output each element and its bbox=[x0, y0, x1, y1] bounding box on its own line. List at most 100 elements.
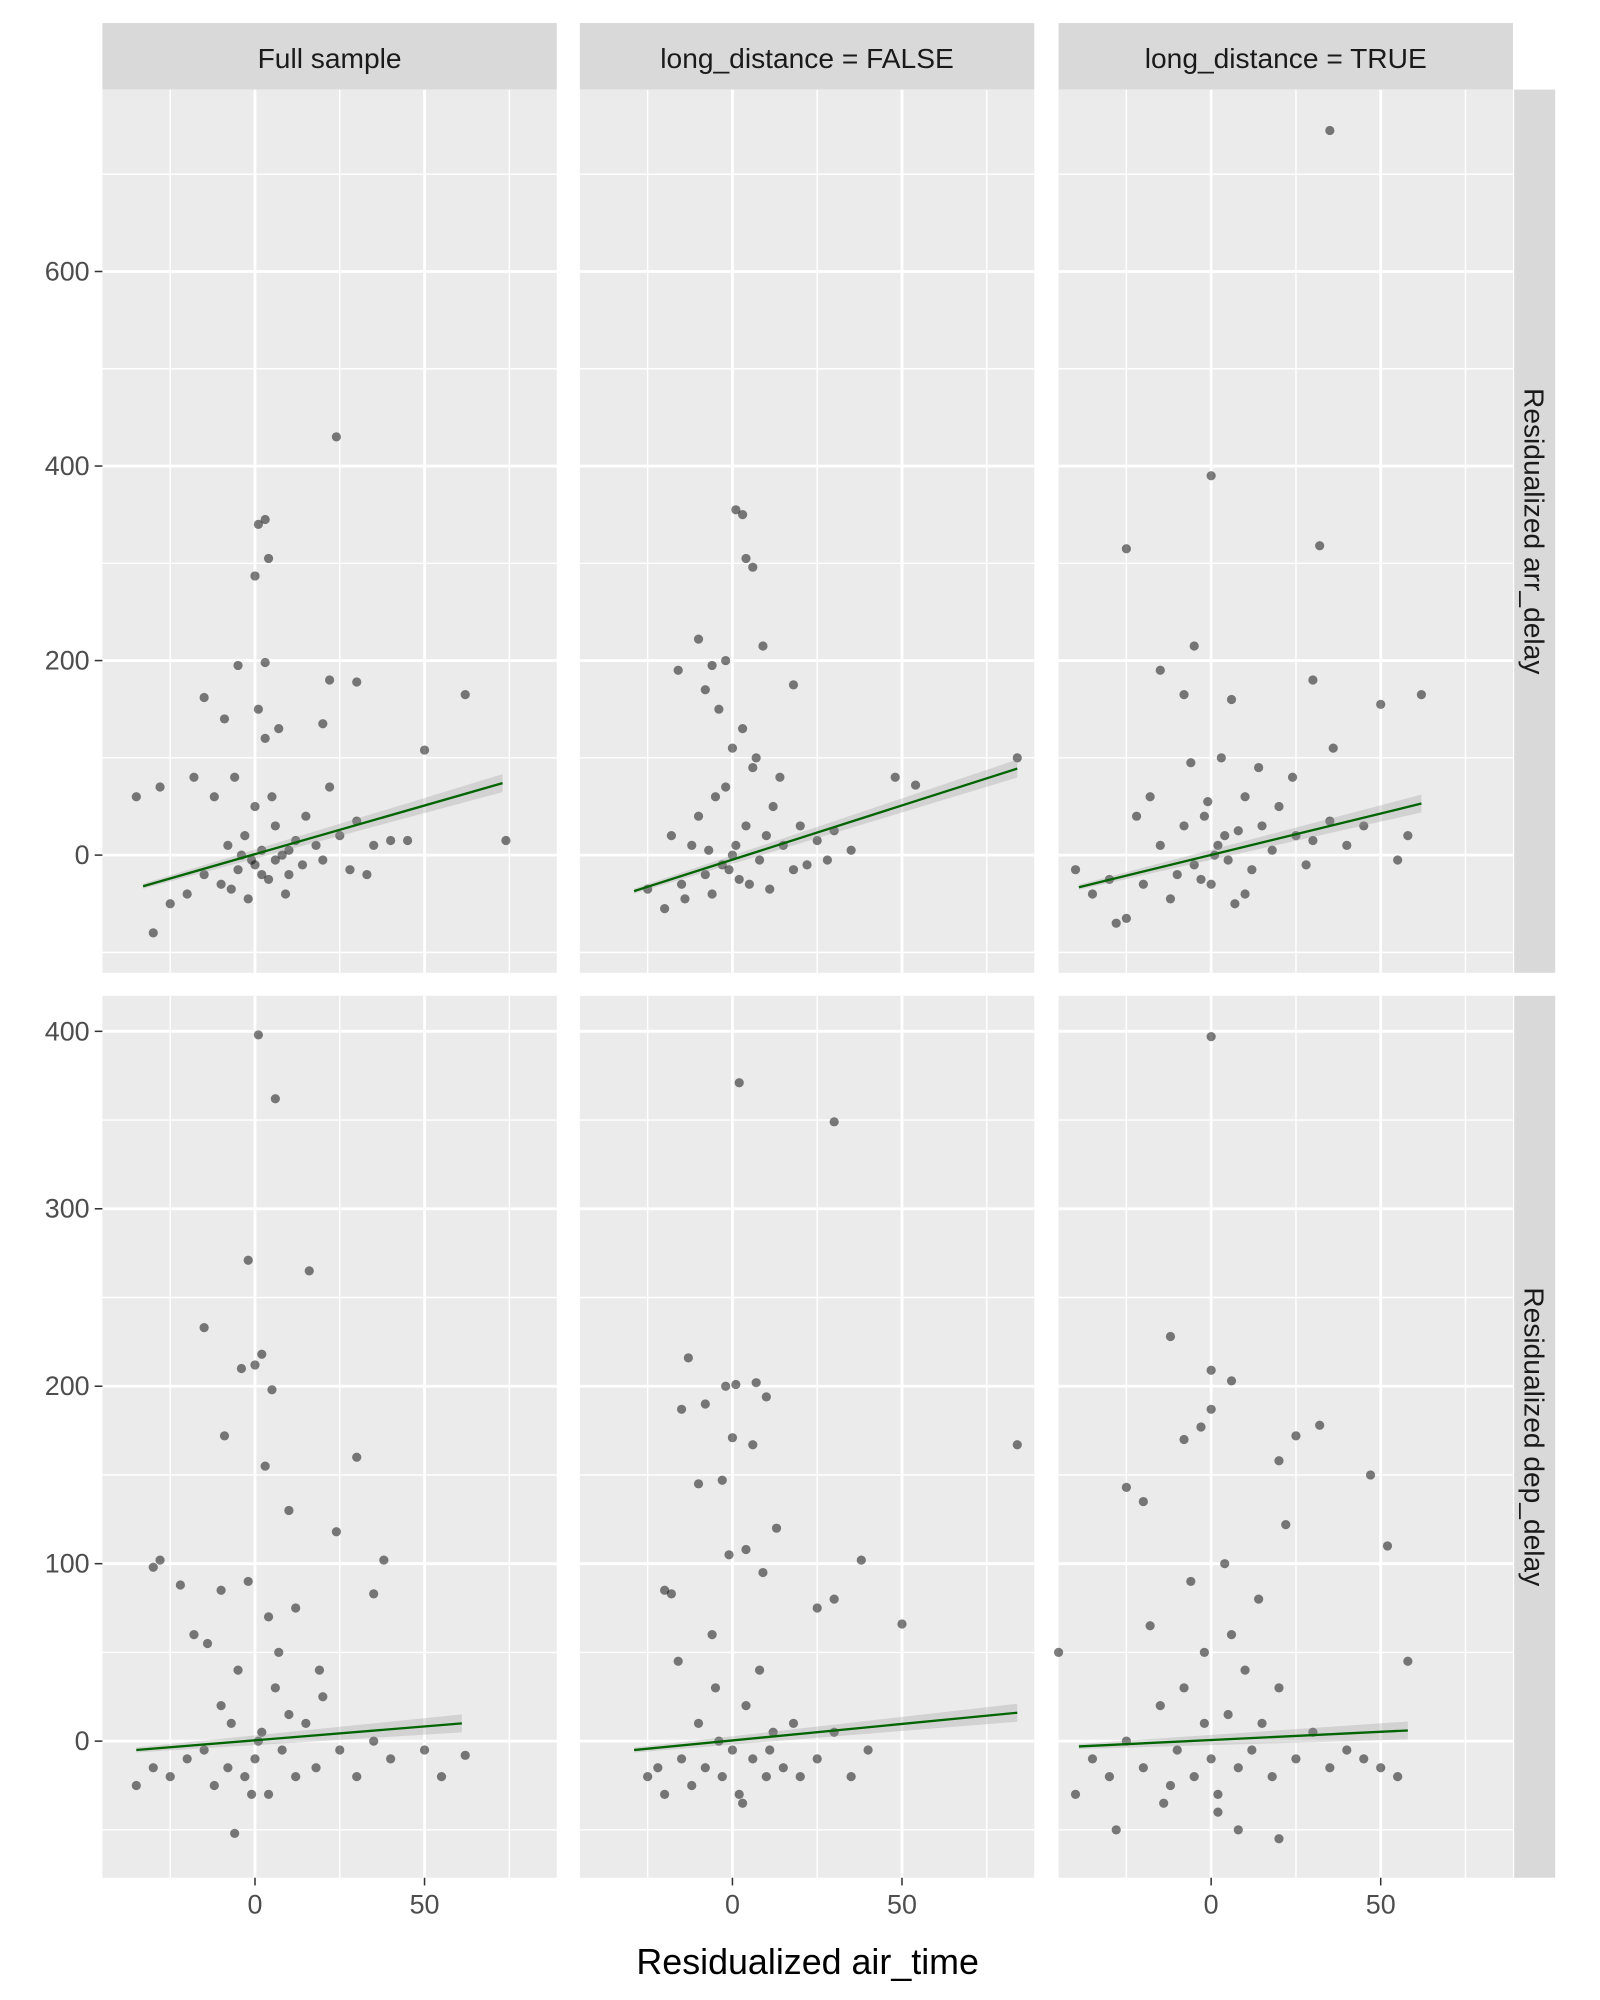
data-point bbox=[721, 655, 731, 666]
data-point bbox=[260, 733, 270, 743]
data-point bbox=[131, 792, 141, 802]
x-tick-label: 50 bbox=[887, 1890, 917, 1920]
data-point bbox=[199, 692, 209, 703]
data-point bbox=[1365, 1470, 1376, 1480]
data-point bbox=[829, 1594, 839, 1604]
fit-line bbox=[633, 767, 1018, 893]
data-point bbox=[1186, 1576, 1196, 1587]
data-point bbox=[754, 855, 765, 865]
data-point bbox=[1267, 1772, 1277, 1782]
data-point bbox=[1213, 1807, 1223, 1817]
data-point bbox=[768, 1727, 778, 1737]
x-axis-title: Residualized air_time bbox=[636, 1942, 979, 1982]
data-point bbox=[687, 1780, 697, 1791]
panel-background bbox=[579, 995, 1035, 1878]
data-point bbox=[257, 1349, 267, 1359]
data-point bbox=[771, 1523, 782, 1533]
panel-r0-c1 bbox=[579, 89, 1035, 973]
data-point bbox=[683, 1353, 693, 1363]
data-point bbox=[738, 724, 748, 734]
data-point bbox=[1240, 792, 1250, 802]
data-point bbox=[1254, 762, 1264, 773]
data-point bbox=[897, 1619, 907, 1629]
data-point bbox=[243, 1255, 253, 1265]
data-point bbox=[1220, 1559, 1230, 1569]
data-point bbox=[748, 1754, 758, 1764]
y-tick-label: 400 bbox=[45, 451, 90, 481]
data-point bbox=[1325, 816, 1335, 826]
fit-line bbox=[1078, 802, 1422, 889]
column-strip bbox=[102, 23, 557, 90]
data-point bbox=[1121, 1482, 1131, 1492]
data-point bbox=[1145, 1621, 1155, 1631]
row-strip-label: Residualized dep_delay bbox=[1518, 1287, 1549, 1587]
data-point bbox=[246, 855, 257, 865]
data-point bbox=[1172, 869, 1182, 880]
fit-line bbox=[136, 1722, 462, 1752]
row-strip bbox=[1514, 89, 1556, 973]
data-point bbox=[1247, 1745, 1257, 1755]
data-point bbox=[1186, 758, 1196, 768]
data-point bbox=[233, 660, 243, 671]
data-point bbox=[131, 1780, 141, 1791]
data-point bbox=[1179, 1683, 1189, 1693]
data-point bbox=[1199, 811, 1209, 821]
data-point bbox=[768, 801, 778, 812]
data-point bbox=[1240, 889, 1250, 899]
x-tick-label: 50 bbox=[410, 1890, 440, 1920]
data-point bbox=[1274, 1683, 1284, 1693]
y-tick-label: 100 bbox=[45, 1549, 90, 1579]
data-point bbox=[233, 1665, 243, 1675]
data-point bbox=[775, 772, 785, 782]
data-point bbox=[1281, 1520, 1291, 1530]
data-point bbox=[1267, 845, 1277, 855]
data-point bbox=[693, 1718, 704, 1728]
data-point bbox=[724, 865, 734, 875]
data-point bbox=[1315, 1420, 1325, 1430]
data-point bbox=[318, 855, 328, 865]
data-point bbox=[230, 1828, 240, 1839]
data-point bbox=[846, 845, 856, 855]
data-point bbox=[250, 1360, 260, 1370]
x-tick-label: 0 bbox=[725, 1890, 740, 1920]
data-point bbox=[501, 835, 511, 846]
data-point bbox=[165, 1772, 175, 1782]
data-point bbox=[829, 1117, 839, 1127]
data-point bbox=[402, 835, 413, 846]
data-point bbox=[280, 889, 291, 899]
data-point bbox=[1240, 1665, 1250, 1675]
data-point bbox=[243, 894, 253, 904]
data-point bbox=[910, 780, 921, 790]
data-point bbox=[246, 1789, 257, 1799]
column-strip-label: Full sample bbox=[258, 43, 402, 74]
data-point bbox=[318, 719, 328, 729]
data-point bbox=[216, 1585, 226, 1595]
data-point bbox=[1131, 811, 1142, 821]
data-point bbox=[1165, 894, 1176, 904]
data-point bbox=[1233, 1763, 1243, 1773]
data-point bbox=[267, 792, 277, 802]
data-point bbox=[714, 704, 724, 714]
y-tick-label: 0 bbox=[75, 1726, 90, 1756]
data-point bbox=[710, 1683, 721, 1693]
data-point bbox=[721, 1381, 731, 1391]
data-point bbox=[226, 884, 236, 894]
data-point bbox=[260, 657, 270, 668]
data-point bbox=[1111, 918, 1121, 928]
data-point bbox=[727, 1433, 738, 1443]
data-point bbox=[155, 1555, 165, 1565]
data-point bbox=[1220, 831, 1230, 841]
data-point bbox=[676, 1754, 687, 1764]
data-point bbox=[1257, 821, 1267, 831]
data-point bbox=[284, 845, 294, 855]
data-point bbox=[700, 1763, 710, 1773]
x-tick-label: 50 bbox=[1366, 1890, 1396, 1920]
data-point bbox=[1206, 471, 1216, 481]
panel-r0-c0 bbox=[102, 89, 557, 973]
data-point bbox=[1104, 1772, 1115, 1782]
data-point bbox=[1301, 860, 1311, 870]
data-point bbox=[1216, 753, 1226, 763]
data-point bbox=[727, 743, 738, 753]
data-point bbox=[352, 1452, 362, 1462]
data-point bbox=[717, 1772, 727, 1782]
